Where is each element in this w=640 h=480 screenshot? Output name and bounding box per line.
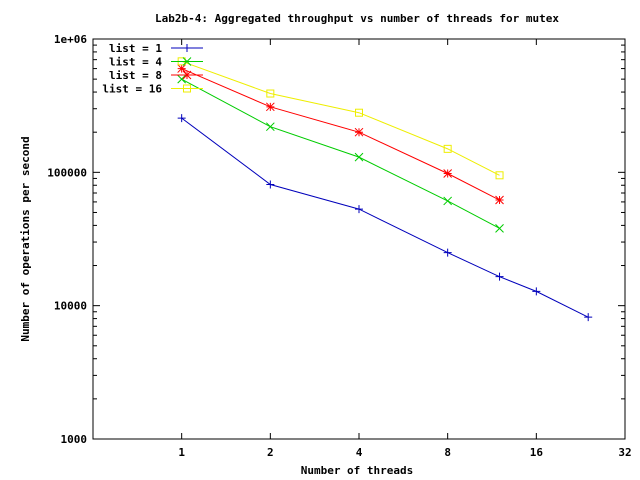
legend-label: list = 16 [102,83,162,96]
data-point [265,102,275,112]
data-point [495,224,504,233]
data-point [584,313,593,322]
series-line [181,68,500,201]
x-tick-label: 8 [444,446,451,459]
legend-label: list = 4 [109,56,162,69]
y-tick-label: 1000 [61,433,88,446]
data-point [177,114,186,123]
series-list-4 [177,74,504,233]
data-point [355,108,363,117]
series-list-8 [177,64,504,205]
legend-label: list = 8 [109,69,162,82]
y-tick-label: 1e+06 [54,33,87,46]
x-tick-label: 1 [178,446,185,459]
data-point [265,122,275,132]
x-tick-label: 2 [267,446,274,459]
data-point [495,272,504,281]
data-point [443,144,452,153]
series-line [181,60,500,176]
series-line [181,117,589,318]
data-point [355,205,363,214]
data-point [266,89,275,98]
legend-marker [183,84,191,93]
x-tick-label: 32 [618,446,631,459]
data-point [532,287,541,296]
data-point [495,171,504,180]
data-point [354,127,364,137]
series-list-1 [177,114,593,322]
series-layer [177,57,593,322]
legend-label: list = 1 [109,42,162,55]
data-point [354,152,364,162]
y-axis-title: Number of operations per second [19,136,32,341]
legend-marker [182,70,192,80]
data-point [443,169,453,178]
plot-frame [92,38,626,440]
series-list-16 [177,57,504,180]
chart-title: Lab2b-4: Aggregated throughput vs number… [155,12,559,25]
x-tick-label: 4 [356,446,363,459]
legend-marker [182,57,192,66]
data-point [443,196,453,206]
y-tick-label: 10000 [54,300,87,313]
data-point [495,195,504,205]
data-point [443,248,452,257]
data-point [177,74,187,84]
legend-marker [183,44,191,52]
x-axis-title: Number of threads [301,464,414,477]
axes-layer: 1 2 4 8 16 32 1000 10000 100000 1e+06 [47,33,631,459]
x-tick-label: 16 [530,446,544,459]
data-point [177,64,187,73]
y-tick-label: 100000 [47,166,87,179]
data-point [266,180,275,189]
